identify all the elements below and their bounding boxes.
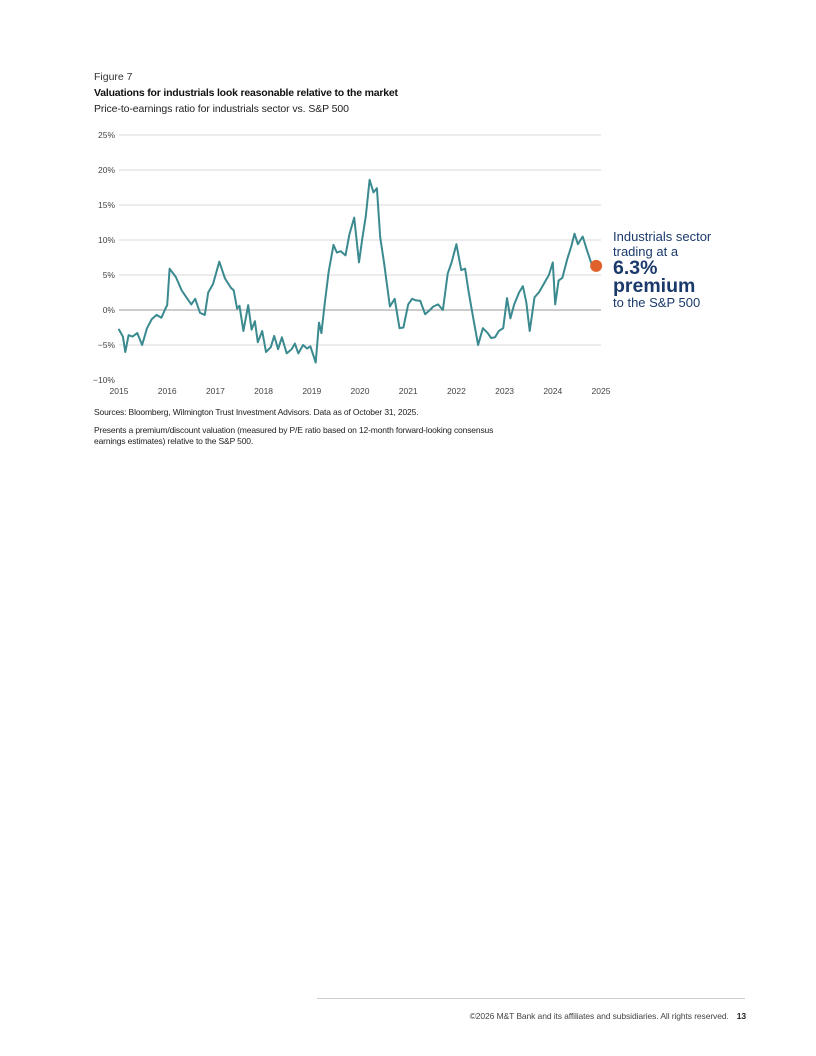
callout-word: premium <box>613 275 696 297</box>
callout-value: 6.3% <box>613 257 658 279</box>
y-tick-label: 20% <box>98 165 115 175</box>
figure-title: Valuations for industrials look reasonab… <box>94 87 398 99</box>
figure-label: Figure 7 <box>94 71 133 83</box>
x-tick-label: 2019 <box>302 386 321 396</box>
footer-divider <box>317 998 745 999</box>
premium-callout: Industrials sector trading at a 6.3% pre… <box>613 229 763 310</box>
sources-note: Sources: Bloomberg, Wilmington Trust Inv… <box>94 407 419 417</box>
y-axis-ticks: 25% 20% 15% 10% 5% 0% −5% −10% <box>93 130 115 385</box>
x-tick-label: 2024 <box>543 386 562 396</box>
y-tick-label: 5% <box>103 270 116 280</box>
callout-line-1: Industrials sector <box>613 229 712 244</box>
y-tick-label: 10% <box>98 235 115 245</box>
chart-notes: Sources: Bloomberg, Wilmington Trust Inv… <box>94 407 524 454</box>
x-axis-ticks: 2015 2016 2017 2018 2019 2020 2021 2022 2023 2024… <box>110 386 611 396</box>
methodology-note: Presents a premium/discount valuation (m… <box>94 425 494 446</box>
copyright-text: ©2026 M&T Bank and its affiliates and su… <box>469 1011 729 1021</box>
x-tick-label: 2023 <box>495 386 514 396</box>
x-tick-label: 2021 <box>399 386 418 396</box>
figure-subtitle: Price-to-earnings ratio for industrials … <box>94 103 349 115</box>
series-line <box>118 178 599 364</box>
callout-line-2: trading at a <box>613 244 679 259</box>
x-tick-label: 2015 <box>110 386 129 396</box>
chart-gridlines <box>119 134 601 346</box>
callout-line-3: to the S&P 500 <box>613 295 701 310</box>
x-tick-label: 2017 <box>206 386 225 396</box>
x-tick-label: 2018 <box>254 386 273 396</box>
line-chart: 25% 20% 15% 10% 5% 0% −5% −10% 2015 2016 2017 2018… <box>93 130 611 396</box>
y-tick-label: 0% <box>103 305 116 315</box>
chart-series-layer <box>118 178 603 364</box>
y-tick-label: −5% <box>98 340 116 350</box>
y-tick-label: 15% <box>98 200 115 210</box>
y-tick-label: 25% <box>98 130 115 140</box>
page-number: 13 <box>736 1011 746 1021</box>
x-tick-label: 2025 <box>592 386 611 396</box>
x-tick-label: 2016 <box>158 386 177 396</box>
x-tick-label: 2022 <box>447 386 466 396</box>
y-tick-label: −10% <box>93 375 115 385</box>
x-tick-label: 2020 <box>351 386 370 396</box>
page-footer: ©2026 M&T Bank and its affiliates and su… <box>470 1011 746 1021</box>
highlight-point <box>590 259 603 272</box>
